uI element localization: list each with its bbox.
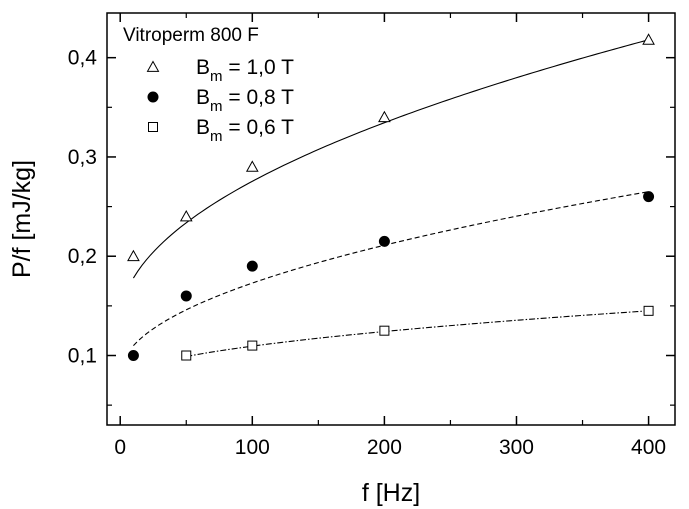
data-point <box>179 209 193 222</box>
tick-labels: 0 100 200 300 400 0,1 0,2 0,3 0,4 <box>68 47 666 459</box>
legend-label: Bm = 0,8 T <box>196 86 294 115</box>
fit-curves <box>132 39 649 358</box>
legend-label: Bm = 1,0 T <box>196 56 294 85</box>
data-point <box>378 235 390 247</box>
fit-line <box>132 39 649 279</box>
data-point <box>127 249 140 262</box>
fit-line <box>186 310 649 358</box>
axis-ticks <box>107 13 675 425</box>
data-point <box>180 290 192 302</box>
data-point <box>247 340 258 351</box>
data-point <box>643 305 654 316</box>
data-markers <box>127 33 655 362</box>
data-point <box>379 325 390 336</box>
x-tick-label: 0 <box>114 436 126 459</box>
x-tick-label: 300 <box>499 436 534 459</box>
y-tick-label: 0,3 <box>68 146 97 169</box>
data-point <box>245 160 259 172</box>
x-tick-label: 100 <box>235 436 270 459</box>
data-point <box>127 350 139 362</box>
x-tick-label: 400 <box>631 436 666 459</box>
data-point <box>181 350 192 361</box>
y-axis-title: P/f [mJ/kg] <box>8 160 36 278</box>
legend-entries: Bm = 1,0 TBm = 0,8 TBm = 0,6 T <box>146 56 294 145</box>
data-point <box>643 191 655 203</box>
legend-marker <box>147 91 159 103</box>
legend: Vitroperm 800 F Bm = 1,0 TBm = 0,8 TBm =… <box>123 25 294 145</box>
data-point <box>642 33 655 45</box>
y-tick-label: 0,1 <box>68 345 97 368</box>
data-point <box>246 260 258 272</box>
fit-line <box>133 191 649 346</box>
data-point <box>378 110 391 123</box>
y-tick-label: 0,2 <box>68 245 97 268</box>
x-axis-title: f [Hz] <box>362 479 420 507</box>
legend-label: Bm = 0,6 T <box>196 116 294 145</box>
legend-marker <box>148 122 158 132</box>
legend-marker <box>146 60 160 72</box>
x-tick-label: 200 <box>367 436 402 459</box>
y-tick-label: 0,4 <box>68 47 98 70</box>
plot-frame <box>106 12 676 426</box>
legend-title: Vitroperm 800 F <box>123 25 259 46</box>
